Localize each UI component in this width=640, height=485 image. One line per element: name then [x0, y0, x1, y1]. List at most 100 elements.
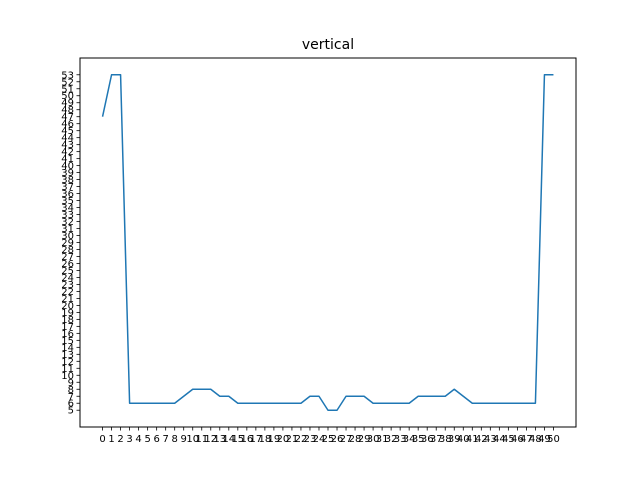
x-tick-label: 40 [457, 434, 470, 445]
y-tick-label: 45 [61, 126, 74, 137]
x-tick-label: 8 [172, 434, 178, 445]
x-tick-label: 27 [340, 434, 353, 445]
y-tick-label: 8 [68, 385, 74, 396]
x-tick-label: 46 [511, 434, 524, 445]
x-tick-label: 32 [385, 434, 398, 445]
y-tick-label: 20 [61, 301, 74, 312]
x-tick-label: 6 [153, 434, 159, 445]
x-tick-label: 29 [358, 434, 371, 445]
x-tick-label: 0 [99, 434, 105, 445]
x-tick-label: 11 [195, 434, 208, 445]
y-tick-label: 42 [61, 147, 74, 158]
y-tick-label: 25 [61, 266, 74, 277]
x-tick-label: 42 [475, 434, 488, 445]
y-tick-label: 34 [61, 203, 74, 214]
x-tick-label: 30 [367, 434, 380, 445]
x-tick-label: 50 [547, 434, 560, 445]
y-tick-label: 39 [61, 168, 74, 179]
y-tick-label: 19 [61, 308, 74, 319]
x-tick-label: 16 [240, 434, 253, 445]
x-tick-label: 17 [249, 434, 262, 445]
x-tick-label: 9 [181, 434, 187, 445]
y-tick-label: 21 [61, 294, 74, 305]
y-tick-label: 46 [61, 119, 74, 130]
plot-frame [79, 57, 577, 428]
x-tick-label: 39 [448, 434, 461, 445]
y-tick-label: 52 [61, 77, 74, 88]
series-layer [101, 74, 554, 411]
x-tick-label: 25 [322, 434, 335, 445]
x-tick-label: 36 [421, 434, 434, 445]
x-tick-label: 23 [304, 434, 317, 445]
y-tick-label: 17 [61, 322, 74, 333]
y-tick-label: 11 [61, 364, 74, 375]
y-tick-label: 31 [61, 224, 74, 235]
y-tick-label: 38 [61, 175, 74, 186]
x-tick-label: 28 [349, 434, 362, 445]
x-tick-label: 35 [412, 434, 425, 445]
y-tick-label: 35 [61, 196, 74, 207]
y-tick-label: 47 [61, 112, 74, 123]
series-line-0 [101, 74, 554, 411]
x-tick-label: 20 [277, 434, 290, 445]
x-axis: 0 1 2 3 4 5 6 7 8 9 101112131415161718192021222324… [99, 427, 560, 445]
y-tick-label: 16 [61, 329, 74, 340]
y-tick-label: 44 [61, 133, 74, 144]
chart-title: vertical [302, 37, 354, 53]
x-tick-label: 24 [313, 434, 326, 445]
x-tick-label: 44 [493, 434, 506, 445]
x-tick-label: 10 [186, 434, 199, 445]
x-tick-label: 34 [403, 434, 416, 445]
y-tick-label: 41 [61, 154, 74, 165]
y-tick-label: 5 [68, 406, 74, 417]
x-tick-label: 38 [439, 434, 452, 445]
x-tick-label: 15 [231, 434, 244, 445]
x-tick-label: 47 [520, 434, 533, 445]
x-tick-label: 21 [286, 434, 299, 445]
y-tick-label: 37 [61, 182, 74, 193]
x-tick-label: 3 [126, 434, 132, 445]
y-tick-label: 48 [61, 105, 74, 116]
x-tick-label: 18 [259, 434, 272, 445]
x-tick-label: 45 [502, 434, 515, 445]
x-tick-label: 13 [213, 434, 226, 445]
y-tick-label: 51 [61, 84, 74, 95]
y-tick-label: 28 [61, 245, 74, 256]
x-tick-label: 4 [135, 434, 141, 445]
y-tick-label: 27 [61, 252, 74, 263]
x-tick-label: 22 [295, 434, 308, 445]
x-tick-label: 43 [484, 434, 497, 445]
y-tick-label: 40 [61, 161, 74, 172]
y-tick-label: 18 [61, 315, 74, 326]
y-axis: 5678910111213141516171819202122232425262… [61, 70, 80, 417]
x-tick-label: 1 [108, 434, 114, 445]
y-tick-label: 53 [61, 70, 74, 81]
x-tick-label: 41 [466, 434, 479, 445]
x-tick-label: 7 [162, 434, 168, 445]
y-tick-label: 33 [61, 210, 74, 221]
y-tick-label: 15 [61, 336, 74, 347]
y-tick-label: 50 [61, 91, 74, 102]
y-tick-label: 12 [61, 357, 74, 368]
y-tick-label: 10 [61, 371, 74, 382]
x-tick-label: 31 [376, 434, 389, 445]
y-tick-label: 43 [61, 140, 74, 151]
y-tick-label: 29 [61, 238, 74, 249]
x-tick-label: 5 [144, 434, 150, 445]
x-tick-label: 12 [204, 434, 217, 445]
x-tick-label: 37 [430, 434, 443, 445]
y-tick-label: 36 [61, 189, 74, 200]
y-tick-label: 9 [68, 378, 74, 389]
y-tick-label: 32 [61, 217, 74, 228]
y-tick-label: 49 [61, 98, 74, 109]
y-tick-label: 26 [61, 259, 74, 270]
y-tick-label: 14 [61, 343, 74, 354]
x-tick-label: 2 [117, 434, 123, 445]
y-tick-label: 13 [61, 350, 74, 361]
x-tick-label: 33 [394, 434, 407, 445]
y-tick-label: 6 [68, 399, 74, 410]
y-tick-label: 7 [68, 392, 74, 403]
